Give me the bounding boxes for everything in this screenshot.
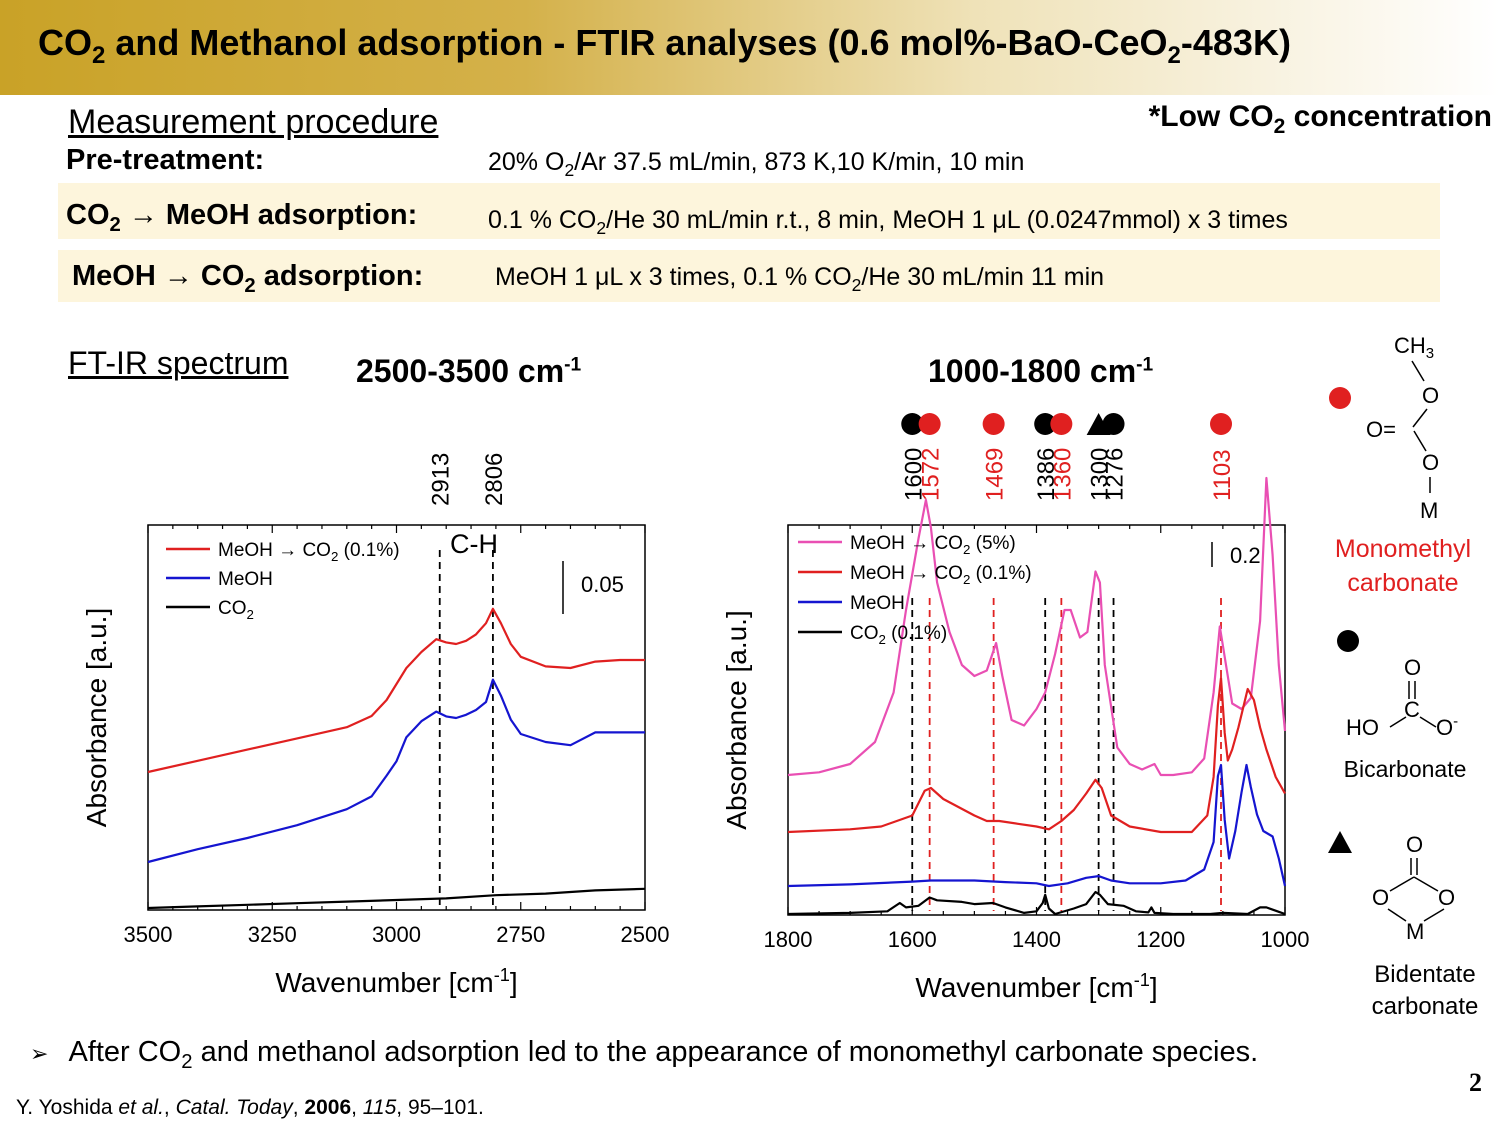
peak-label-1300: 1300 (1087, 448, 1114, 501)
monomethyl-label-2: carbonate (1347, 569, 1458, 597)
bid-m: M (1406, 919, 1424, 944)
legend-label: MeOH → CO2 (0.1%) (850, 563, 1032, 587)
mmc-ch3: CH3 (1394, 333, 1434, 362)
y-axis-label: Absorbance [a.u.] (721, 610, 752, 829)
marker-circle-1360 (1050, 413, 1073, 435)
meoh-co2-value: MeOH 1 μL x 3 times, 0.1 % CO2/He 30 mL/… (495, 263, 1105, 295)
x-tick-label: 1600 (888, 927, 937, 952)
bid-o-right: O (1438, 885, 1455, 910)
legend-label: MeOH (850, 593, 905, 614)
co2-meoh-label: CO2 → MeOH adsorption: (66, 199, 418, 236)
x-axis-label: Wavenumber [cm-1] (915, 970, 1157, 1003)
series-line-meoh_co2 (147, 607, 645, 774)
species-panel: CH3 O O= O M Monomethyl carbonate O C HO… (1328, 333, 1479, 1020)
low-co2-note: *Low CO2 concentration (1148, 100, 1492, 138)
series-line-meoh_co2_5 (787, 476, 1287, 777)
marker-circle-1600 (901, 413, 924, 435)
x-tick-label: 3250 (248, 922, 297, 947)
x-tick-label: 3500 (124, 922, 173, 947)
bid-o-top: O (1406, 832, 1423, 857)
series-line-meoh_co2_01 (787, 676, 1286, 834)
peak-label-1469: 1469 (982, 448, 1009, 501)
bidentate-label-2: carbonate (1372, 993, 1479, 1020)
peak-label-1572: 1572 (918, 448, 945, 501)
scale-bar-label: 0.2 (1230, 543, 1261, 568)
band-label-ch: C-H (450, 529, 498, 559)
bidentate-label-1: Bidentate (1374, 961, 1475, 988)
marker-circle-1572 (918, 413, 941, 435)
series-line-meoh (147, 678, 645, 864)
legend-label: MeOH (218, 569, 273, 590)
ftir-chart-high: 3500 3250 3000 2750 2500 Wavenumber [cm-1] Abs… (81, 453, 670, 998)
scale-bar-label: 0.05 (581, 572, 624, 597)
x-tick-label: 1800 (764, 927, 813, 952)
pretreatment-value: 20% O2/Ar 37.5 mL/min, 873 K,10 K/min, 1… (488, 148, 1025, 180)
peak-label-1386: 1386 (1033, 448, 1060, 501)
bidentate-marker (1328, 831, 1352, 853)
pretreatment-label: Pre-treatment: (66, 144, 265, 176)
bic-c: C (1404, 697, 1420, 722)
co2-meoh-row (58, 183, 1440, 239)
x-tick-label: 1400 (1012, 927, 1061, 952)
mmc-o1: O (1422, 383, 1439, 408)
x-tick-label: 1000 (1261, 927, 1310, 952)
chart1-title: 2500-3500 cm-1 (356, 353, 582, 389)
meoh-co2-row (58, 250, 1440, 302)
spectrum-heading: FT-IR spectrum (68, 345, 289, 381)
page-title: CO2 and Methanol adsorption - FTIR analy… (38, 22, 1291, 70)
bic-ho: HO (1346, 715, 1379, 740)
marker-circle-1103 (1210, 413, 1233, 435)
chart2-title: 1000-1800 cm-1 (928, 353, 1154, 389)
series-line-co2 (147, 887, 646, 910)
monomethyl-label-1: Monomethyl (1335, 535, 1471, 563)
marker-circle-1386 (1034, 413, 1057, 435)
peak-label-1600: 1600 (900, 448, 927, 501)
monomethyl-marker (1329, 387, 1351, 409)
y-axis-label: Absorbance [a.u.] (81, 608, 112, 827)
marker-circle-1469 (982, 413, 1005, 435)
title-banner (0, 0, 1500, 95)
page-number: 2 (1469, 1068, 1482, 1097)
mmc-o2: O (1422, 450, 1439, 475)
bic-o-top: O (1404, 655, 1421, 680)
series-line-co2_01 (787, 890, 1286, 916)
x-tick-label: 3000 (372, 922, 421, 947)
peak-label-2913: 2913 (428, 453, 455, 506)
legend-label: CO2 (0.1%) (850, 623, 947, 647)
bicarbonate-marker (1337, 630, 1359, 652)
x-axis-label: Wavenumber [cm-1] (275, 965, 517, 998)
x-tick-label: 2750 (496, 922, 545, 947)
ftir-chart-low: 1800 1600 1400 1200 1000 Wavenumber [cm-1] Abs… (721, 413, 1310, 1003)
reference: Y. Yoshida et al., Catal. Today, 2006, 1… (16, 1096, 484, 1119)
mmc-o-eq: O= (1366, 417, 1396, 442)
peak-label-1276: 1276 (1102, 448, 1129, 501)
legend-label: MeOH → CO2 (0.1%) (218, 540, 400, 564)
bid-o-left: O (1372, 885, 1389, 910)
co2-meoh-value: 0.1 % CO2/He 30 mL/min r.t., 8 min, MeOH… (488, 206, 1288, 238)
bicarbonate-label: Bicarbonate (1344, 756, 1467, 782)
meoh-co2-label: MeOH → CO2 adsorption: (72, 260, 424, 297)
peak-label-2806: 2806 (481, 453, 508, 506)
conclusion-bullet: ➢ After CO2 and methanol adsorption led t… (30, 1036, 1259, 1073)
legend-label: CO2 (218, 598, 254, 622)
procedure-heading: Measurement procedure (68, 103, 439, 141)
legend-label: MeOH → CO2 (5%) (850, 533, 1016, 557)
peak-label-1360: 1360 (1049, 448, 1076, 501)
marker-circle-1276 (1102, 413, 1125, 435)
x-tick-label: 1200 (1136, 927, 1185, 952)
mmc-m: M (1420, 498, 1438, 523)
bic-o-minus: O- (1436, 713, 1458, 740)
x-tick-label: 2500 (621, 922, 670, 947)
series-line-meoh (787, 763, 1287, 888)
peak-label-1103: 1103 (1209, 449, 1236, 501)
